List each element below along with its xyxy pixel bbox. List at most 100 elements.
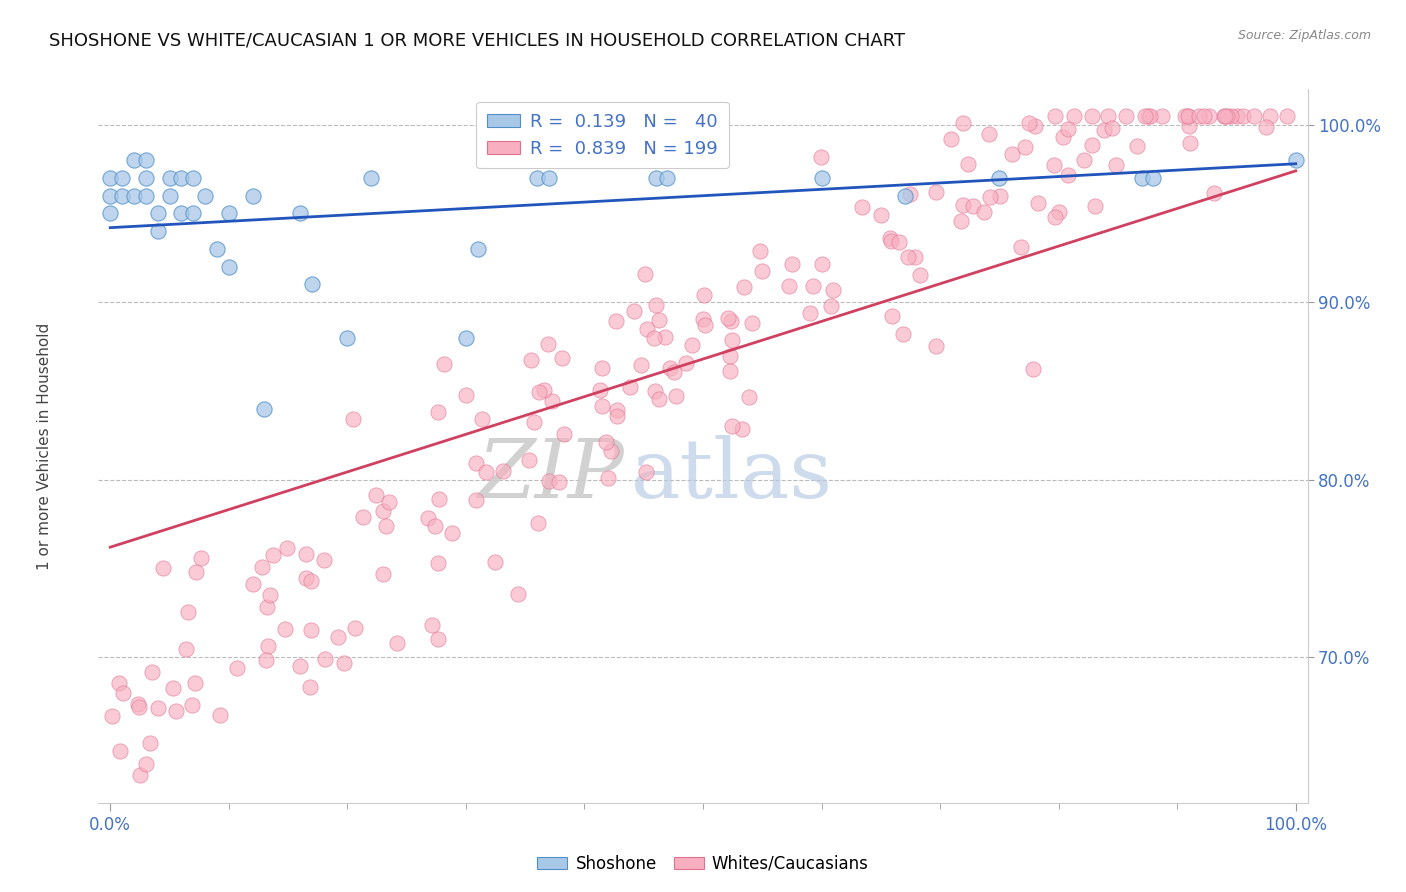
- Point: [692, 312, 714, 326]
- Point: [778, 279, 800, 293]
- Point: [342, 412, 364, 426]
- Point: [1026, 196, 1049, 211]
- Point: [152, 561, 174, 575]
- Point: [879, 231, 901, 245]
- Point: [952, 198, 974, 212]
- Point: [101, 708, 124, 723]
- Point: [517, 452, 540, 467]
- Point: [254, 653, 277, 667]
- Point: [373, 566, 395, 581]
- Point: [148, 701, 170, 715]
- Point: [810, 171, 832, 186]
- Point: [1204, 186, 1226, 200]
- Point: [111, 171, 134, 186]
- Point: [870, 208, 893, 222]
- Point: [1063, 109, 1085, 123]
- Point: [122, 188, 145, 202]
- Point: [695, 318, 717, 332]
- Point: [553, 426, 575, 441]
- Point: [1043, 158, 1066, 172]
- Point: [107, 676, 129, 690]
- Point: [218, 260, 240, 274]
- Point: [141, 665, 163, 679]
- Point: [1115, 109, 1137, 123]
- Point: [146, 206, 169, 220]
- Point: [887, 235, 910, 249]
- Point: [737, 390, 759, 404]
- Point: [427, 556, 450, 570]
- Point: [665, 388, 688, 402]
- Point: [1043, 109, 1066, 123]
- Point: [648, 392, 671, 406]
- Point: [1142, 171, 1164, 186]
- Point: [177, 605, 200, 619]
- Point: [471, 411, 494, 425]
- Point: [375, 518, 398, 533]
- Point: [1014, 140, 1036, 154]
- Point: [751, 264, 773, 278]
- Point: [721, 419, 744, 434]
- Point: [643, 331, 665, 345]
- Point: [184, 675, 207, 690]
- Point: [675, 356, 697, 370]
- Point: [654, 330, 676, 344]
- Point: [1130, 171, 1153, 186]
- Point: [721, 334, 744, 348]
- Point: [256, 599, 278, 614]
- Point: [314, 553, 336, 567]
- Point: [492, 464, 515, 478]
- Point: [811, 257, 834, 271]
- Point: [170, 171, 193, 186]
- Point: [276, 541, 298, 556]
- Point: [644, 171, 666, 186]
- Point: [288, 206, 311, 220]
- Point: [659, 361, 682, 376]
- Point: [717, 310, 740, 325]
- Text: ZIP: ZIP: [478, 434, 624, 515]
- Point: [1139, 109, 1161, 123]
- Point: [328, 630, 350, 644]
- Point: [1285, 153, 1308, 168]
- Point: [537, 336, 560, 351]
- Point: [896, 250, 918, 264]
- Point: [336, 331, 359, 345]
- Point: [693, 288, 716, 302]
- Text: 1 or more Vehicles in Household: 1 or more Vehicles in Household: [37, 322, 52, 570]
- Point: [135, 153, 157, 168]
- Point: [467, 242, 489, 256]
- Point: [1243, 109, 1265, 123]
- Point: [1022, 361, 1045, 376]
- Point: [111, 686, 134, 700]
- Point: [880, 234, 903, 248]
- Point: [226, 661, 249, 675]
- Point: [527, 516, 550, 530]
- Point: [589, 383, 612, 397]
- Point: [537, 171, 560, 186]
- Point: [1178, 136, 1201, 151]
- Point: [181, 171, 204, 186]
- Point: [718, 349, 741, 363]
- Point: [605, 314, 627, 328]
- Point: [880, 309, 903, 323]
- Point: [1081, 138, 1104, 153]
- Point: [749, 244, 772, 259]
- Point: [298, 680, 321, 694]
- Point: [208, 707, 231, 722]
- Point: [427, 492, 450, 507]
- Point: [262, 549, 284, 563]
- Point: [606, 403, 628, 417]
- Point: [506, 587, 529, 601]
- Point: [1177, 109, 1199, 123]
- Point: [600, 444, 623, 458]
- Point: [598, 471, 620, 485]
- Point: [343, 621, 366, 635]
- Point: [949, 214, 972, 228]
- Point: [1001, 147, 1024, 161]
- Point: [1052, 129, 1074, 144]
- Point: [475, 465, 498, 479]
- Point: [242, 188, 264, 202]
- Point: [294, 547, 316, 561]
- Point: [977, 127, 1000, 141]
- Point: [108, 744, 131, 758]
- Point: [540, 393, 562, 408]
